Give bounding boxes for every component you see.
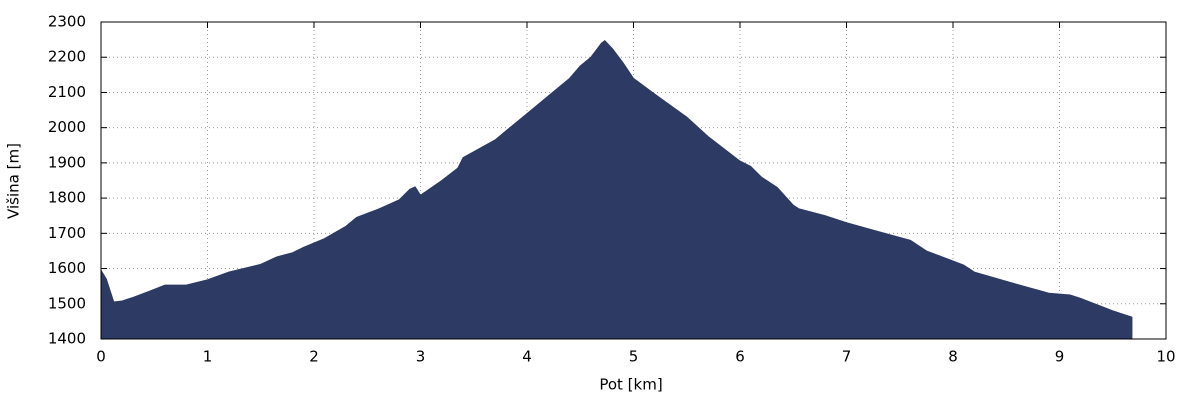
y-tick-label: 1900 (48, 153, 86, 171)
x-tick-label: 8 (948, 348, 958, 366)
y-tick-label: 2000 (48, 118, 86, 136)
y-tick-label: 2100 (48, 83, 86, 101)
x-tick-label: 4 (522, 348, 532, 366)
x-tick-label: 10 (1156, 348, 1175, 366)
x-tick-label: 9 (1055, 348, 1065, 366)
y-tick-label: 1800 (48, 189, 86, 207)
y-tick-label: 1400 (48, 330, 86, 348)
x-tick-label: 1 (203, 348, 213, 366)
x-tick-label: 3 (416, 348, 426, 366)
x-axis-label: Pot [km] (599, 376, 662, 394)
x-tick-label: 6 (735, 348, 745, 366)
x-tick-label: 7 (842, 348, 852, 366)
x-tick-label: 5 (629, 348, 639, 366)
y-tick-label: 1700 (48, 224, 86, 242)
y-tick-label: 1500 (48, 294, 86, 312)
y-tick-label: 2300 (48, 13, 86, 31)
x-tick-label: 2 (309, 348, 319, 366)
x-tick-label: 0 (96, 348, 106, 366)
y-tick-label: 2200 (48, 48, 86, 66)
elevation-area (100, 39, 1133, 340)
y-axis-label: Višina [m] (5, 143, 23, 219)
plot-frame (100, 21, 1167, 340)
y-tick-label: 1600 (48, 259, 86, 277)
